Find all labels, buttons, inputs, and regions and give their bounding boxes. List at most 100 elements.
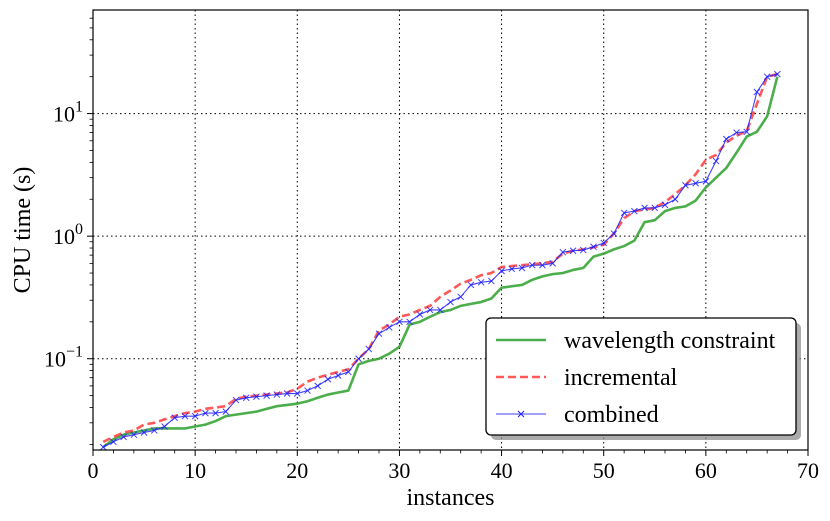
marker-stroke <box>222 408 230 415</box>
marker-stroke <box>436 306 444 314</box>
data-point-combined <box>222 408 230 415</box>
marker-stroke <box>334 372 342 379</box>
data-point-combined <box>212 409 219 417</box>
data-point-combined <box>620 209 628 217</box>
plot-frame <box>92 9 809 451</box>
marker-stroke <box>600 239 608 247</box>
legend-label-combined: combined <box>564 402 659 428</box>
data-point-combined <box>743 128 751 136</box>
data-point-combined <box>324 375 332 383</box>
marker-stroke <box>763 73 771 81</box>
data-point-combined <box>569 247 577 255</box>
marker-stroke <box>702 177 710 185</box>
data-point-combined <box>242 394 250 402</box>
marker-stroke <box>733 129 740 136</box>
data-point-combined <box>774 70 781 78</box>
y-tick-label: 10−1 <box>44 344 83 372</box>
data-point-combined <box>232 396 240 404</box>
x-tick-label: 20 <box>286 458 308 483</box>
data-point-combined <box>702 177 710 185</box>
marker-stroke <box>110 438 117 446</box>
data-point-combined <box>600 239 608 247</box>
data-point-combined <box>712 157 720 165</box>
marker-stroke <box>477 278 485 286</box>
marker-stroke <box>549 259 556 267</box>
data-point-combined <box>365 345 373 353</box>
marker-stroke <box>457 293 465 301</box>
marker-stroke <box>140 429 148 436</box>
data-point-combined <box>416 311 424 318</box>
marker-stroke <box>120 433 127 441</box>
legend-label-wavelength-constraint: wavelength constraint <box>564 328 776 354</box>
marker-stroke <box>191 412 199 420</box>
marker-stroke <box>396 318 403 326</box>
marker-stroke <box>722 135 730 143</box>
legend-marker <box>517 410 525 418</box>
marker-stroke <box>774 70 781 78</box>
marker-stroke <box>631 207 638 215</box>
data-point-combined <box>334 372 342 379</box>
series-line-incremental <box>102 72 778 443</box>
y-axis-label: CPU time (s) <box>10 167 36 294</box>
marker-stroke <box>518 264 526 272</box>
data-point-combined <box>436 306 444 314</box>
data-point-combined <box>661 201 669 209</box>
ticks <box>87 17 809 456</box>
marker-stroke <box>498 267 505 275</box>
marker-stroke <box>304 387 311 394</box>
marker-stroke <box>99 443 107 451</box>
data-point-combined <box>293 390 301 397</box>
data-point-combined <box>314 382 322 390</box>
tick-labels: 0 10 20 30 40 50 60 70 10−1 100 101 <box>44 99 819 483</box>
data-point-combined <box>610 230 618 237</box>
x-tick-label: 30 <box>388 458 410 483</box>
data-point-combined <box>99 443 107 451</box>
data-point-combined <box>191 412 199 420</box>
marker-stroke <box>202 409 209 417</box>
data-point-combined <box>549 259 556 267</box>
data-point-combined <box>202 409 209 417</box>
data-point-combined <box>110 438 117 446</box>
data-point-combined <box>631 207 638 215</box>
data-point-combined <box>671 195 679 203</box>
data-point-combined <box>447 298 454 306</box>
marker-stroke <box>692 179 699 187</box>
data-point-combined <box>559 248 567 256</box>
data-point-combined <box>304 387 311 394</box>
data-point-combined <box>508 265 516 273</box>
marker-stroke <box>181 412 189 420</box>
marker-stroke <box>283 390 291 397</box>
data-point-combined <box>651 204 659 212</box>
marker-stroke <box>528 261 536 269</box>
x-axis-label: instances <box>407 485 495 511</box>
marker-stroke <box>161 423 168 430</box>
data-point-combined <box>283 390 291 397</box>
marker-stroke <box>579 246 587 254</box>
marker-stroke <box>559 248 567 256</box>
data-point-combined <box>396 318 403 326</box>
marker-stroke <box>375 330 383 338</box>
marker-stroke <box>590 243 597 251</box>
marker-stroke <box>569 247 577 255</box>
data-point-combined <box>467 281 475 289</box>
marker-stroke <box>150 427 158 434</box>
data-point-combined <box>406 318 413 326</box>
series-line-wavelength-constraint <box>102 76 779 449</box>
marker-stroke <box>447 298 454 306</box>
data-point-combined <box>181 412 189 420</box>
data-point-combined <box>345 368 352 376</box>
x-tick-label: 10 <box>184 458 206 483</box>
marker-stroke <box>212 409 219 417</box>
marker-stroke <box>508 265 516 273</box>
data-point-combined <box>722 135 730 143</box>
marker-stroke <box>743 128 751 136</box>
data-point-combined <box>539 261 546 269</box>
legend-box <box>485 317 797 436</box>
data-point-combined <box>641 204 648 212</box>
data-point-combined <box>161 423 168 430</box>
data-point-combined <box>171 414 179 422</box>
marker-stroke <box>467 281 475 289</box>
marker-stroke <box>406 318 413 326</box>
data-point-combined <box>590 243 597 251</box>
marker-stroke <box>651 204 659 212</box>
